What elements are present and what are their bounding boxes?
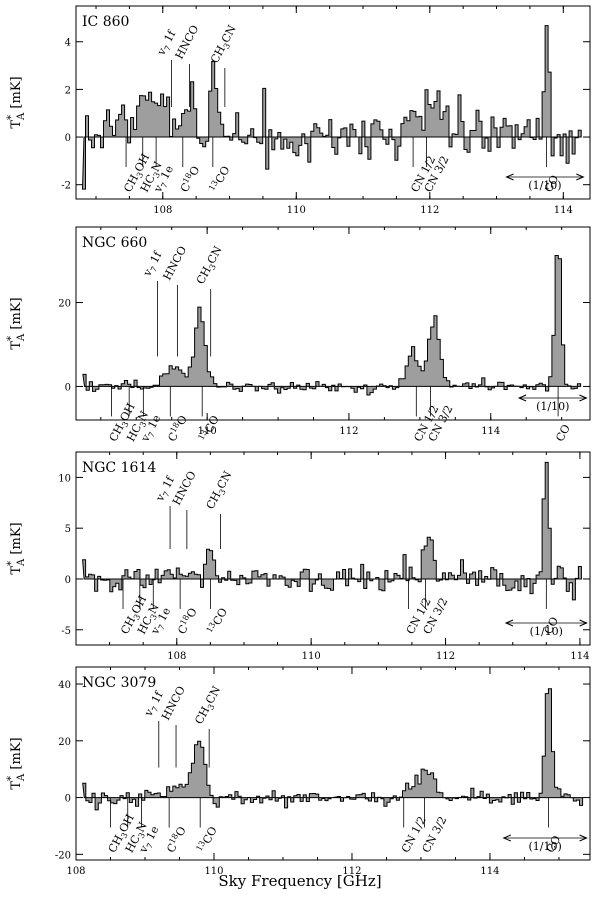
line-label: 13CO <box>196 413 221 444</box>
x-tick-label: 112 <box>420 205 439 216</box>
panel-title: NGC 3079 <box>82 675 156 691</box>
y-tick-label: -20 <box>55 850 71 861</box>
arrow-head-left <box>502 834 511 842</box>
panel-title: NGC 1614 <box>82 460 156 476</box>
plot-frame <box>75 666 591 861</box>
x-axis-label: Sky Frequency [GHz] <box>218 872 382 890</box>
y-tick-label: 20 <box>58 737 71 748</box>
x-tick-label: 108 <box>167 651 186 662</box>
line-label: C18O <box>177 163 202 194</box>
arrow-head-right <box>576 173 585 181</box>
line-label: CH3CN <box>194 244 227 288</box>
y-tick-label: 0 <box>65 382 71 393</box>
arrow-head-left <box>505 173 514 181</box>
spectrum-histogram <box>82 461 582 601</box>
spectrum-histogram <box>82 688 584 811</box>
co-scale-note: (1/10) <box>528 179 561 192</box>
line-label: HNCO <box>173 23 202 61</box>
line-label: C18O <box>163 824 188 855</box>
x-tick-label: 110 <box>302 651 321 662</box>
x-tick-label: 110 <box>287 205 306 216</box>
line-label: CH3CN <box>208 23 241 67</box>
spectrum-histogram <box>82 255 582 396</box>
y-axis-label: T*A [mK] <box>6 76 27 128</box>
x-tick-label: 114 <box>570 651 589 662</box>
line-label: CH3CN <box>192 684 225 728</box>
arrow-head-right <box>579 619 588 627</box>
line-label: CO <box>553 422 573 443</box>
y-tick-label: -2 <box>61 181 71 192</box>
y-axis-label: T*A [mK] <box>6 522 27 574</box>
panel-title: NGC 660 <box>82 235 147 251</box>
spectrum-panel: 108 110 112 114 -5 0 5 10 NGC 1614 T*A [mK] v7 1fH… <box>6 451 591 662</box>
y-tick-label: 5 <box>65 524 71 535</box>
arrow-head-right <box>579 834 588 842</box>
line-label: C18O <box>174 605 199 636</box>
y-tick-label: 20 <box>58 299 71 310</box>
panel-title: IC 860 <box>82 14 129 30</box>
line-label: CH3CN <box>204 469 237 513</box>
plot-frame <box>75 226 591 421</box>
x-tick-label: 112 <box>436 651 455 662</box>
y-tick-label: 4 <box>65 38 71 49</box>
x-tick-label: 110 <box>198 426 217 437</box>
x-tick-label: 114 <box>481 426 500 437</box>
line-label: HNCO <box>170 469 199 507</box>
line-label: 13CO <box>205 605 230 636</box>
line-label: C18O <box>165 413 190 444</box>
y-tick-label: 40 <box>58 680 71 691</box>
y-tick-label: 0 <box>65 794 71 805</box>
line-label: 13CO <box>194 824 219 855</box>
line-label: HNCO <box>159 684 188 722</box>
line-label: v7 1f <box>153 474 179 506</box>
arrow-head-left <box>504 619 514 627</box>
x-tick-label: 114 <box>554 205 573 216</box>
plot-frame <box>75 5 591 200</box>
y-tick-label: 10 <box>58 473 71 484</box>
line-label: 13CO <box>207 163 232 194</box>
y-tick-label: 0 <box>65 133 71 144</box>
y-tick-label: 2 <box>65 85 71 96</box>
y-tick-label: 0 <box>65 575 71 586</box>
y-tick-label: -5 <box>61 626 71 637</box>
x-tick-label: 108 <box>66 866 85 877</box>
spectrum-histogram <box>81 25 582 190</box>
co-scale-note: (1/10) <box>529 840 562 853</box>
co-scale-note: (1/10) <box>530 625 563 638</box>
line-label: HNCO <box>161 244 190 282</box>
plot-frame <box>75 451 591 646</box>
x-tick-label: 112 <box>342 866 361 877</box>
y-axis-label: T*A [mK] <box>6 737 27 789</box>
x-tick-label: 110 <box>204 866 223 877</box>
x-tick-label: 108 <box>153 205 172 216</box>
arrow-head-left <box>517 394 527 402</box>
co-scale-note: (1/10) <box>536 400 569 413</box>
x-tick-label: 112 <box>339 426 358 437</box>
y-axis-label: T*A [mK] <box>6 297 27 349</box>
x-tick-label: 114 <box>480 866 499 877</box>
arrow-head-right <box>579 394 588 402</box>
